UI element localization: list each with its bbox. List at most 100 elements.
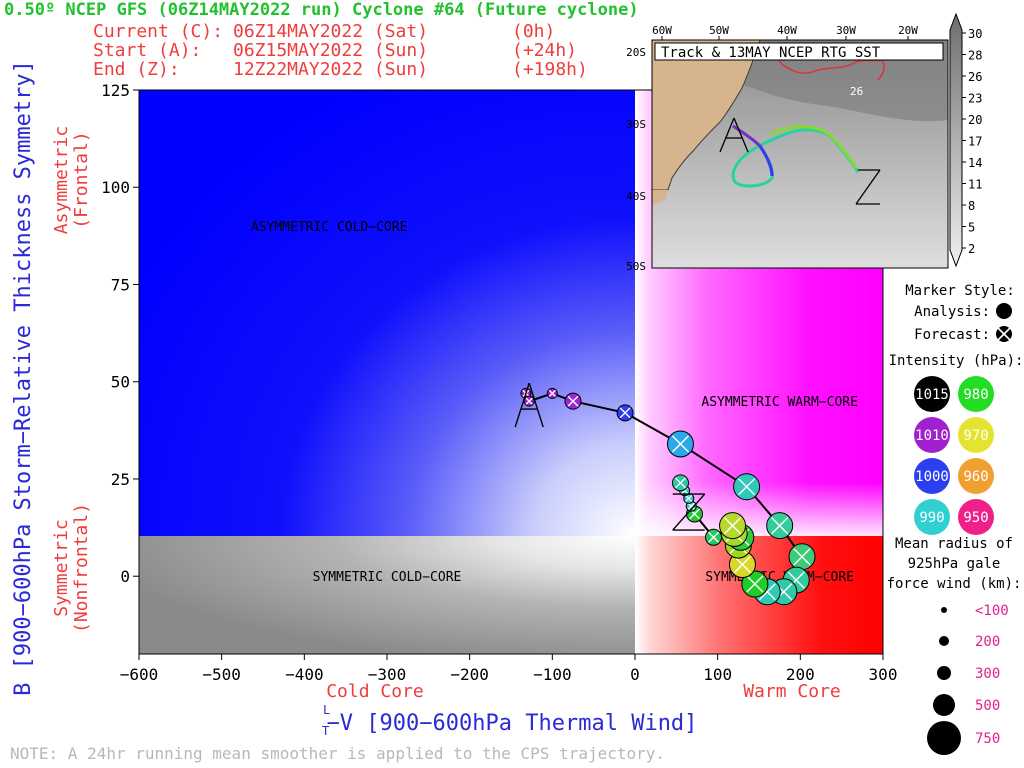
analysis-label: Analysis: <box>914 304 990 320</box>
x-tick-label: −200 <box>450 665 489 684</box>
radius-value: 500 <box>975 698 1000 714</box>
y-tick-label: 100 <box>101 178 130 197</box>
radius-swatch: <100 <box>941 603 1009 619</box>
intensity-swatch: 990 <box>914 499 950 535</box>
warm-core-label: Warm Core <box>743 681 841 702</box>
start-end-markers <box>514 382 706 531</box>
intensity-value: 990 <box>919 510 944 526</box>
symmetric-side-label: Symmetric (Nonfrontal) <box>51 503 92 633</box>
radius-swatch: 500 <box>933 694 1000 716</box>
y-axis-label: B [900−600hPa Storm−Relative Thickness S… <box>11 60 36 696</box>
x-tick-label: −600 <box>120 665 159 684</box>
inset-map: 26 Track & 13MAY NCEP RTG SST <box>651 39 949 269</box>
x-tick-label: 300 <box>869 665 898 684</box>
x-tick-label: −500 <box>202 665 241 684</box>
quadrant-label: ASYMMETRIC COLD−CORE <box>251 220 408 235</box>
trajectory-point <box>564 392 582 410</box>
intensity-swatch: 1000 <box>914 458 950 494</box>
trajectory-point <box>666 430 694 458</box>
chart-title: 0.50º NCEP GFS (06Z14MAY2022 run) Cyclon… <box>4 0 639 20</box>
x-tick-label: 100 <box>703 665 732 684</box>
asymmetric-side-label: Asymmetric (Frontal) <box>51 126 92 234</box>
radius-value: 300 <box>975 666 1000 682</box>
trajectory-point <box>741 570 769 598</box>
x-tick-label: 0 <box>630 665 640 684</box>
intensity-value: 1010 <box>915 428 949 444</box>
colorbar-tick-label: 20 <box>968 113 982 127</box>
cold-core-label: Cold Core <box>326 681 424 702</box>
map-track-mid <box>758 145 774 177</box>
end-label: End (Z): <box>93 59 180 80</box>
colorbar-tick-label: 26 <box>968 70 982 84</box>
x-axis-ticks: −600 −500 −400 −300 −200 −100 0 100 200 300 <box>120 654 898 684</box>
legend: Marker Style: Analysis: Forecast: Intens… <box>889 283 1024 369</box>
symmetric-label-line2: (Nonfrontal) <box>71 503 92 633</box>
trajectory-point <box>671 474 689 492</box>
intensity-title: Intensity (hPa): <box>889 353 1024 369</box>
map-lat-label: 20S <box>626 46 646 59</box>
map-marker-a <box>719 117 749 153</box>
intensity-value: 970 <box>963 428 988 444</box>
y-axis-ticks: 0 25 50 75 100 125 <box>101 81 139 586</box>
colorbar-ticks: 30 28 26 23 20 17 14 11 8 5 2 <box>962 27 982 256</box>
cps-trajectory <box>520 387 816 606</box>
intensity-swatch: 1010 <box>914 417 950 453</box>
map-lat-label: 30S <box>626 118 646 131</box>
map-latitude-labels: 20S 30S 40S 50S <box>626 46 646 273</box>
map-longitude-labels: 60W 50W 40W 30W 20W <box>652 24 918 40</box>
x-tick-label: −400 <box>285 665 324 684</box>
asym-cold-region <box>139 90 635 536</box>
map-lat-label: 50S <box>626 260 646 273</box>
map-lon-label: 60W <box>652 24 672 37</box>
y-tick-label: 125 <box>101 81 130 100</box>
intensity-value: 950 <box>963 510 988 526</box>
x-axis-label-subscript: T <box>322 724 329 738</box>
quadrant-label: SYMMETRIC COLD−CORE <box>313 570 462 585</box>
intensity-swatch: 980 <box>958 376 994 412</box>
map-lon-label: 30W <box>836 24 856 37</box>
forecast-label: Forecast: <box>914 327 990 343</box>
x-tick-label: −300 <box>368 665 407 684</box>
radius-swatch: 750 <box>927 721 1000 755</box>
y-tick-label: 0 <box>120 567 130 586</box>
end-marker-z <box>672 493 706 531</box>
marker-style-title: Marker Style: <box>905 283 1015 299</box>
radius-title-line2: 925hPa gale <box>908 556 1001 572</box>
intensity-swatch: 970 <box>958 417 994 453</box>
radius-value: <100 <box>975 603 1009 619</box>
y-tick-label: 75 <box>111 275 130 294</box>
x-tick-label: 200 <box>786 665 815 684</box>
start-time: 06Z15MAY2022 (Sun) <box>233 40 428 61</box>
plot-frame <box>138 89 884 655</box>
end-time: 12Z22MAY2022 (Sun) <box>233 59 428 80</box>
y-tick-label: 50 <box>111 373 130 392</box>
colorbar-tick-label: 2 <box>968 242 975 256</box>
intensity-swatch: 1015 <box>914 376 950 412</box>
start-marker-a <box>514 382 544 428</box>
map-title-box <box>654 42 944 61</box>
x-tick-label: −100 <box>533 665 572 684</box>
map-land-south <box>652 190 668 205</box>
colorbar-tick-label: 11 <box>968 178 982 192</box>
trajectory-point <box>616 404 634 422</box>
colorbar-bar <box>949 12 963 268</box>
map-contour-label: 26 <box>850 85 863 98</box>
map-title: Track & 13MAY NCEP RTG SST <box>661 45 881 61</box>
radius-swatch: 300 <box>937 666 1000 682</box>
y-tick-label: 25 <box>111 470 130 489</box>
radius-legend-title: Mean radius of 925hPa gale force wind (k… <box>887 536 1022 592</box>
axes <box>138 89 884 655</box>
colorbar-tick-label: 5 <box>968 221 975 235</box>
x-axis-label-superscript: L <box>323 703 330 717</box>
asymmetric-label-line1: Asymmetric <box>51 126 72 234</box>
radius-swatch: 200 <box>939 634 1000 650</box>
intensity-value: 960 <box>963 469 988 485</box>
end-offset: (+198h) <box>512 59 588 80</box>
colorbar-tick-label: 30 <box>968 27 982 41</box>
trajectory-point <box>683 492 695 504</box>
trajectory-point <box>523 395 535 407</box>
sym-cold-region <box>139 536 635 654</box>
intensity-value: 980 <box>963 387 988 403</box>
colorbar-tick-label: 28 <box>968 49 982 63</box>
